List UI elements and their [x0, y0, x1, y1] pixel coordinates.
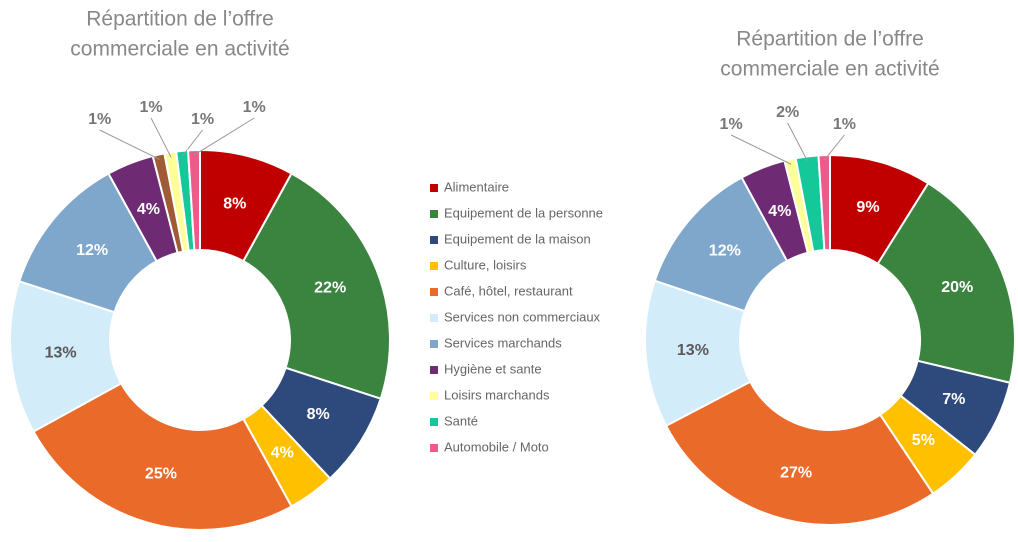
data-label: 20%	[941, 279, 973, 296]
data-label: 9%	[856, 199, 879, 216]
donut-slice	[187, 148, 201, 252]
data-label: 13%	[677, 342, 709, 359]
data-label: 22%	[314, 280, 346, 297]
legend-label: Café, hôtel, restaurant	[444, 283, 573, 298]
data-label: 12%	[709, 243, 741, 260]
leader-line	[787, 122, 809, 162]
data-label: 7%	[942, 391, 965, 408]
legend-swatch	[430, 210, 438, 218]
data-label: 1%	[191, 111, 214, 128]
legend-swatch	[430, 392, 438, 400]
data-label: 13%	[45, 344, 77, 361]
data-label: 12%	[76, 242, 108, 259]
legend-label: Services marchands	[444, 335, 562, 350]
data-label: 2%	[776, 104, 799, 121]
legend-label: Loisirs marchands	[444, 387, 550, 402]
legend-swatch	[430, 418, 438, 426]
legend-label: Santé	[444, 413, 478, 428]
legend-label: Equipement de la maison	[444, 231, 591, 246]
leader-line	[150, 117, 172, 158]
leader-line	[824, 134, 845, 161]
data-label: 4%	[271, 444, 294, 461]
data-label: 1%	[243, 99, 266, 116]
data-label: 1%	[720, 116, 743, 133]
legend-label: Automobile / Moto	[444, 439, 549, 454]
donut-slice	[817, 153, 831, 252]
chart-title: commerciale en activité	[720, 58, 939, 81]
donut-slice	[32, 382, 293, 531]
legend-swatch	[430, 444, 438, 452]
leader-line	[730, 134, 792, 165]
data-label: 8%	[307, 406, 330, 423]
data-label: 1%	[833, 116, 856, 133]
legend-label: Culture, loisirs	[444, 257, 527, 272]
data-label: 5%	[912, 432, 935, 449]
data-label: 8%	[223, 196, 246, 213]
legend-swatch	[430, 288, 438, 296]
legend-swatch	[430, 340, 438, 348]
donut-slice	[876, 181, 1016, 384]
legend-swatch	[430, 184, 438, 192]
leader-line	[99, 129, 160, 160]
donut-slice	[242, 172, 391, 400]
legend-swatch	[430, 236, 438, 244]
leader-line	[193, 117, 255, 156]
data-label: 4%	[137, 201, 160, 218]
legend-label: Equipement de la personne	[444, 205, 603, 220]
legend-swatch	[430, 366, 438, 374]
donut-slice	[664, 380, 935, 526]
legend-label: Hygiène et sante	[444, 361, 542, 376]
legend-swatch	[430, 314, 438, 322]
legend-label: Alimentaire	[444, 179, 509, 194]
chart-title: Répartition de l’offre	[736, 28, 924, 51]
data-label: 25%	[145, 466, 177, 483]
data-label: 1%	[88, 111, 111, 128]
chart-title: Répartition de l’offre	[86, 8, 274, 31]
legend-swatch	[430, 262, 438, 270]
leader-line	[182, 129, 203, 157]
chart-title: commerciale en activité	[70, 38, 289, 61]
legend-label: Services non commerciaux	[444, 309, 601, 324]
data-label: 1%	[139, 99, 162, 116]
data-label: 27%	[780, 464, 812, 481]
data-label: 4%	[768, 203, 791, 220]
